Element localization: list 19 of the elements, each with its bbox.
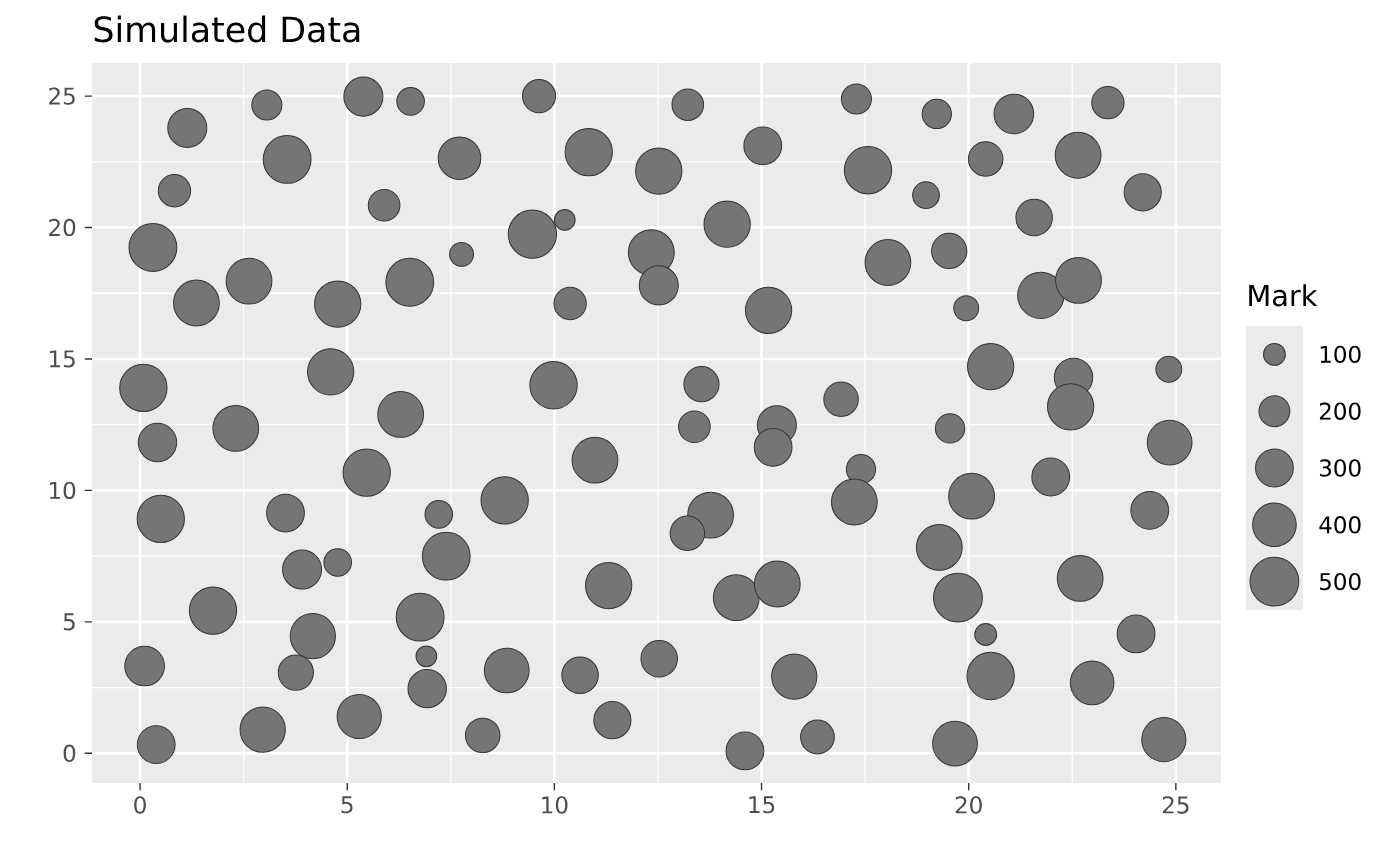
x-tick-label: 0 bbox=[134, 796, 146, 814]
legend-label: 300 bbox=[1319, 459, 1361, 477]
y-tick-label: 10 bbox=[50, 481, 76, 500]
y-tick-label: 5 bbox=[63, 613, 75, 631]
x-tick-label: 15 bbox=[749, 796, 775, 814]
legend-label: 200 bbox=[1319, 402, 1361, 420]
legend-title: Mark bbox=[1249, 284, 1318, 307]
legend-label: 400 bbox=[1319, 516, 1361, 534]
y-tick-label: 0 bbox=[63, 744, 76, 762]
legend-label: 100 bbox=[1320, 345, 1361, 364]
y-tick-label: 25 bbox=[49, 87, 75, 105]
x-tick-label: 25 bbox=[1162, 796, 1189, 814]
x-tick-label: 20 bbox=[955, 796, 982, 814]
chart-title: Simulated Data bbox=[94, 15, 360, 43]
x-tick-label: 10 bbox=[542, 796, 568, 814]
y-tick-label: 15 bbox=[50, 350, 75, 368]
legend-label: 500 bbox=[1320, 572, 1361, 591]
y-tick-label: 20 bbox=[49, 218, 76, 237]
x-tick-label: 5 bbox=[341, 796, 353, 814]
